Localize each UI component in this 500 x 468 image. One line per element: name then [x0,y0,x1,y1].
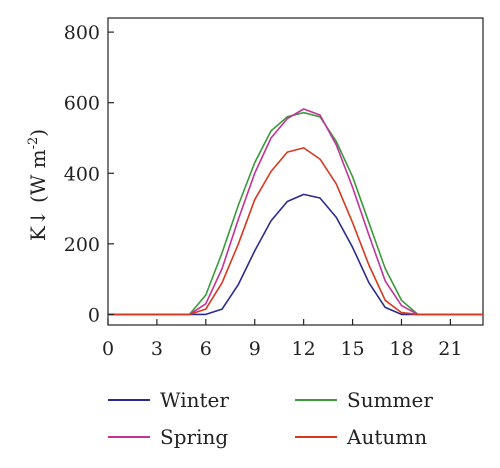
y-axis-title-sup: -2 [26,137,41,150]
x-tick-label: 6 [200,338,212,360]
legend-label-summer: Summer [347,388,433,412]
y-axis-title-close: ) [26,129,50,137]
legend-label-spring: Spring [160,425,228,449]
x-tick-label: 3 [151,338,163,360]
series-line-spring [108,108,483,316]
x-tick-label: 15 [340,338,364,360]
x-axis: 0 3 6 9 12 15 18 21 [102,319,462,360]
legend: Winter Summer Spring Autumn [108,388,433,449]
plot-area [107,17,484,326]
plot-frame [107,17,484,326]
series-line-summer [108,111,483,316]
y-tick-label: 400 [64,163,100,185]
series-line-winter [108,193,483,316]
x-tick-label: 12 [292,338,316,360]
series-layer [108,108,483,316]
x-tick-label: 18 [389,338,413,360]
x-tick-label: 9 [249,338,261,360]
y-tick-label: 200 [64,234,100,256]
y-axis: 0 200 400 600 800 [64,22,114,326]
y-tick-label: 0 [88,304,100,326]
series-line-autumn [108,147,483,316]
x-tick-label: 21 [438,338,462,360]
legend-label-winter: Winter [160,388,229,412]
y-axis-title: K↓ (W m-2) [26,129,50,241]
y-tick-label: 800 [64,22,100,44]
y-tick-label: 600 [64,93,100,115]
x-tick-label: 0 [102,338,114,360]
y-axis-title-main: K↓ (W m [26,149,50,241]
legend-label-autumn: Autumn [346,425,427,449]
